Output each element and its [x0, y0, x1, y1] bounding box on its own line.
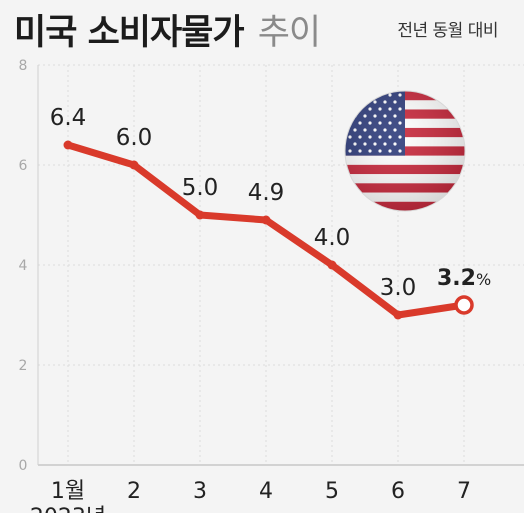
y-tick-label: 4	[19, 258, 28, 274]
data-point	[393, 310, 403, 320]
data-point	[261, 215, 271, 225]
y-tick-label: 0	[19, 458, 28, 474]
data-label: 3.2%	[437, 266, 491, 291]
us-flag-icon	[344, 90, 466, 212]
data-label: 6.0	[116, 125, 153, 151]
x-tick-label: 3	[193, 479, 207, 504]
grid-lines	[37, 64, 524, 466]
data-labels: 6.4 6.0 5.0 4.9 4.0 3.0 3.2%	[50, 105, 491, 301]
data-label: 4.9	[248, 180, 285, 206]
x-tick-label: 6	[391, 479, 405, 504]
y-axis-ticks: 0 2 4 6 8	[19, 58, 28, 474]
data-point	[63, 140, 73, 150]
x-tick-label: 5	[325, 479, 339, 504]
data-point	[129, 160, 139, 170]
x-tick-label: 7	[457, 479, 471, 504]
x-year-label: 2023년	[30, 505, 106, 513]
series-line	[63, 140, 474, 320]
y-tick-label: 6	[19, 158, 28, 174]
data-label: 5.0	[182, 175, 219, 201]
x-tick-label: 1월	[51, 479, 85, 504]
data-label: 4.0	[314, 225, 351, 251]
title-main: 미국 소비자물가	[14, 13, 245, 53]
data-label: 3.0	[380, 275, 417, 301]
x-tick-label: 4	[259, 479, 273, 504]
y-tick-label: 2	[19, 358, 28, 374]
data-label-unit: %	[476, 270, 491, 289]
chart-subtitle: 전년 동월 대비	[397, 21, 498, 41]
data-point	[454, 295, 474, 315]
x-axis-ticks: 1월 2 3 4 5 6 7 2023년	[30, 479, 471, 513]
chart-title: 미국 소비자물가 추이	[14, 4, 321, 55]
data-point	[327, 260, 337, 270]
title-suffix: 추이	[257, 13, 321, 53]
y-tick-label: 8	[19, 58, 28, 74]
x-tick-label: 2	[127, 479, 141, 504]
data-point	[195, 210, 205, 220]
data-label: 6.4	[50, 105, 87, 131]
